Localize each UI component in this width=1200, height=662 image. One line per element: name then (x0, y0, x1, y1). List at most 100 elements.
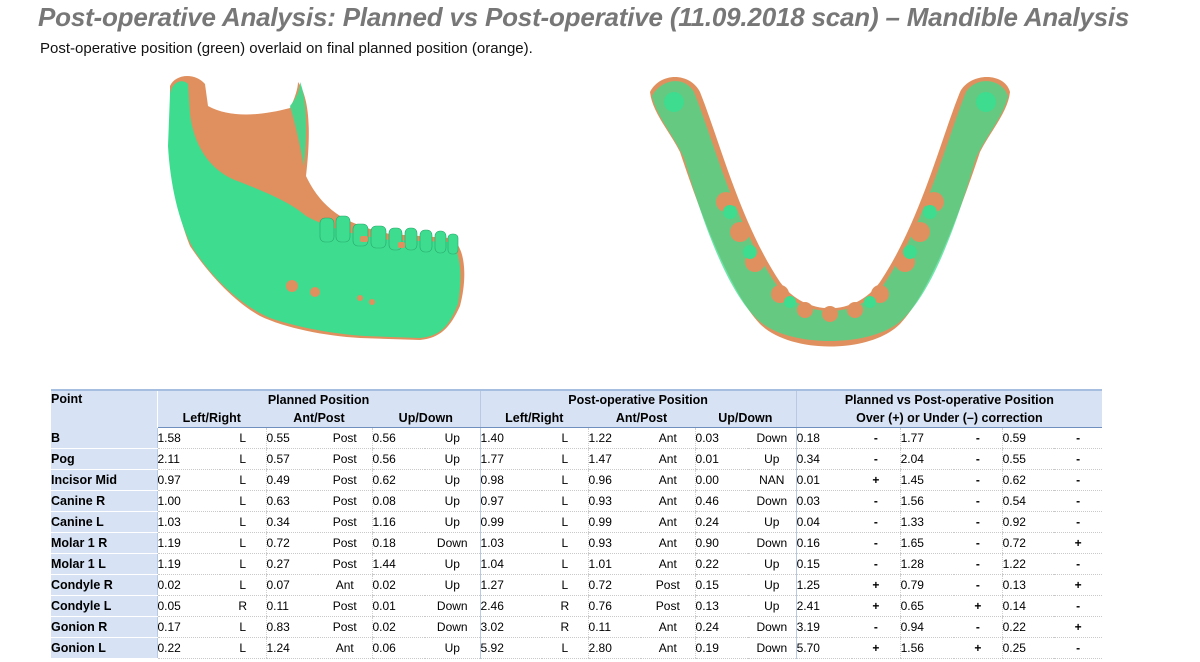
row-point-label: Gonion L (51, 637, 157, 659)
cell-dud: 0.62 (1001, 469, 1055, 491)
table-row: B 1.58 L 0.55 Post 0.56 Up 1.40 L 1.22 Ant 0.03 Down… (51, 427, 1103, 449)
cell-pap: 0.83 (265, 616, 318, 638)
cell-olr-d: L (542, 511, 589, 533)
cell-dap: 1.33 (899, 511, 955, 533)
cell-dud-s: + (1054, 616, 1103, 638)
cell-pud: 0.18 (371, 532, 425, 554)
cell-dlr-s: - (852, 616, 901, 638)
cell-oud-d: Down (748, 427, 797, 449)
cell-plr-d: L (220, 532, 266, 554)
cell-oud-d: Down (748, 637, 797, 659)
row-point-label: Canine L (51, 511, 157, 533)
cell-olr-d: L (542, 469, 589, 491)
table-row: Condyle R 0.02 L 0.07 Ant 0.02 Up 1.27 L 0.72 Post… (51, 574, 1103, 596)
cell-pud: 0.56 (371, 427, 425, 449)
cell-dap-s: - (954, 532, 1003, 554)
cell-dap: 1.77 (899, 427, 955, 449)
correction-subheader: Over (+) or Under (–) correction (795, 409, 1103, 428)
cell-plr-d: L (220, 574, 266, 596)
cell-dud-s: - (1054, 637, 1103, 659)
cell-dud-s: - (1054, 469, 1103, 491)
cell-plr: 1.19 (156, 532, 220, 554)
cell-oud-d: Up (748, 448, 797, 470)
cell-plr: 0.02 (156, 574, 220, 596)
row-point-label: Pog (51, 448, 157, 470)
cell-oud: 0.15 (694, 574, 749, 596)
cell-dlr-s: - (852, 427, 901, 449)
post-ant-post-header: Ant/Post (588, 409, 696, 428)
cell-oud: 0.03 (694, 427, 749, 449)
cell-dud: 0.14 (1001, 595, 1055, 617)
cell-pap: 0.11 (265, 595, 318, 617)
cell-oud-d: Up (748, 553, 797, 575)
cell-dap-s: - (954, 427, 1003, 449)
row-point-label: Condyle L (51, 595, 157, 617)
table-row: Condyle L 0.05 R 0.11 Post 0.01 Down 2.46 R 0.76 P… (51, 595, 1103, 617)
cell-dap-s: - (954, 448, 1003, 470)
cell-oud-d: NAN (748, 469, 797, 491)
cell-dud-s: + (1054, 574, 1103, 596)
cell-pud-d: Down (425, 616, 481, 638)
cell-dap-s: - (954, 469, 1003, 491)
cell-plr: 2.11 (156, 448, 220, 470)
cell-dlr: 1.25 (795, 574, 853, 596)
cell-dlr-s: - (852, 490, 901, 512)
cell-pap-d: Post (318, 616, 372, 638)
cell-olr-d: L (542, 427, 589, 449)
cell-dap-s: - (954, 616, 1003, 638)
cell-oap: 0.96 (587, 469, 642, 491)
mandible-lateral-view-image (168, 75, 465, 340)
cell-dap: 0.65 (899, 595, 955, 617)
cell-dud-s: - (1054, 553, 1103, 575)
cell-pap-d: Post (318, 469, 372, 491)
cell-pap-d: Post (318, 532, 372, 554)
cell-olr: 1.03 (479, 532, 543, 554)
cell-dud: 0.72 (1001, 532, 1055, 554)
table-row: Molar 1 R 1.19 L 0.72 Post 0.18 Down 1.03 L 0.93 A… (51, 532, 1103, 554)
cell-plr: 1.03 (156, 511, 220, 533)
cell-oud: 0.22 (694, 553, 749, 575)
cell-oap: 2.80 (587, 637, 642, 659)
cell-dud: 0.92 (1001, 511, 1055, 533)
cell-olr-d: L (542, 490, 589, 512)
cell-olr-d: R (542, 616, 589, 638)
cell-plr: 0.97 (156, 469, 220, 491)
cell-dap: 0.94 (899, 616, 955, 638)
cell-dlr-s: - (852, 448, 901, 470)
planned-up-down-header: Up/Down (372, 409, 481, 428)
cell-dap: 1.45 (899, 469, 955, 491)
cell-dud: 0.54 (1001, 490, 1055, 512)
cell-olr: 0.97 (479, 490, 543, 512)
cell-oap-d: Ant (641, 427, 696, 449)
table-header-row-groups: Point Planned Position Post-operative Po… (51, 389, 1103, 428)
cell-dlr: 0.03 (795, 490, 853, 512)
cell-plr-d: R (220, 595, 266, 617)
cell-dlr: 2.41 (795, 595, 853, 617)
cell-oud: 0.24 (694, 511, 749, 533)
cell-oud: 0.13 (694, 595, 749, 617)
cell-olr-d: L (542, 637, 589, 659)
cell-pap: 1.24 (265, 637, 318, 659)
cell-dud-s: - (1054, 595, 1103, 617)
cell-oud: 0.90 (694, 532, 749, 554)
cell-oap: 0.99 (587, 511, 642, 533)
cell-oud: 0.46 (694, 490, 749, 512)
cell-olr-d: L (542, 553, 589, 575)
row-point-label: Molar 1 L (51, 553, 157, 575)
cell-dap: 1.65 (899, 532, 955, 554)
page-subtitle: Post-operative position (green) overlaid… (40, 40, 533, 57)
cell-dap-s: - (954, 553, 1003, 575)
table-row: Pog 2.11 L 0.57 Post 0.56 Up 1.77 L 1.47 Ant 0.01 Up… (51, 448, 1103, 470)
cell-oap: 0.11 (587, 616, 642, 638)
cell-olr: 1.77 (479, 448, 543, 470)
cell-olr-d: L (542, 574, 589, 596)
cell-dlr: 0.01 (795, 469, 853, 491)
cell-pud-d: Up (425, 448, 481, 470)
analysis-table: Point Planned Position Post-operative Po… (51, 389, 1103, 659)
planned-position-header: Planned Position (157, 389, 481, 409)
cell-oap-d: Ant (641, 469, 696, 491)
cell-dlr-s: + (852, 574, 901, 596)
cell-oap: 0.93 (587, 532, 642, 554)
cell-dap: 1.28 (899, 553, 955, 575)
cell-oap: 1.01 (587, 553, 642, 575)
